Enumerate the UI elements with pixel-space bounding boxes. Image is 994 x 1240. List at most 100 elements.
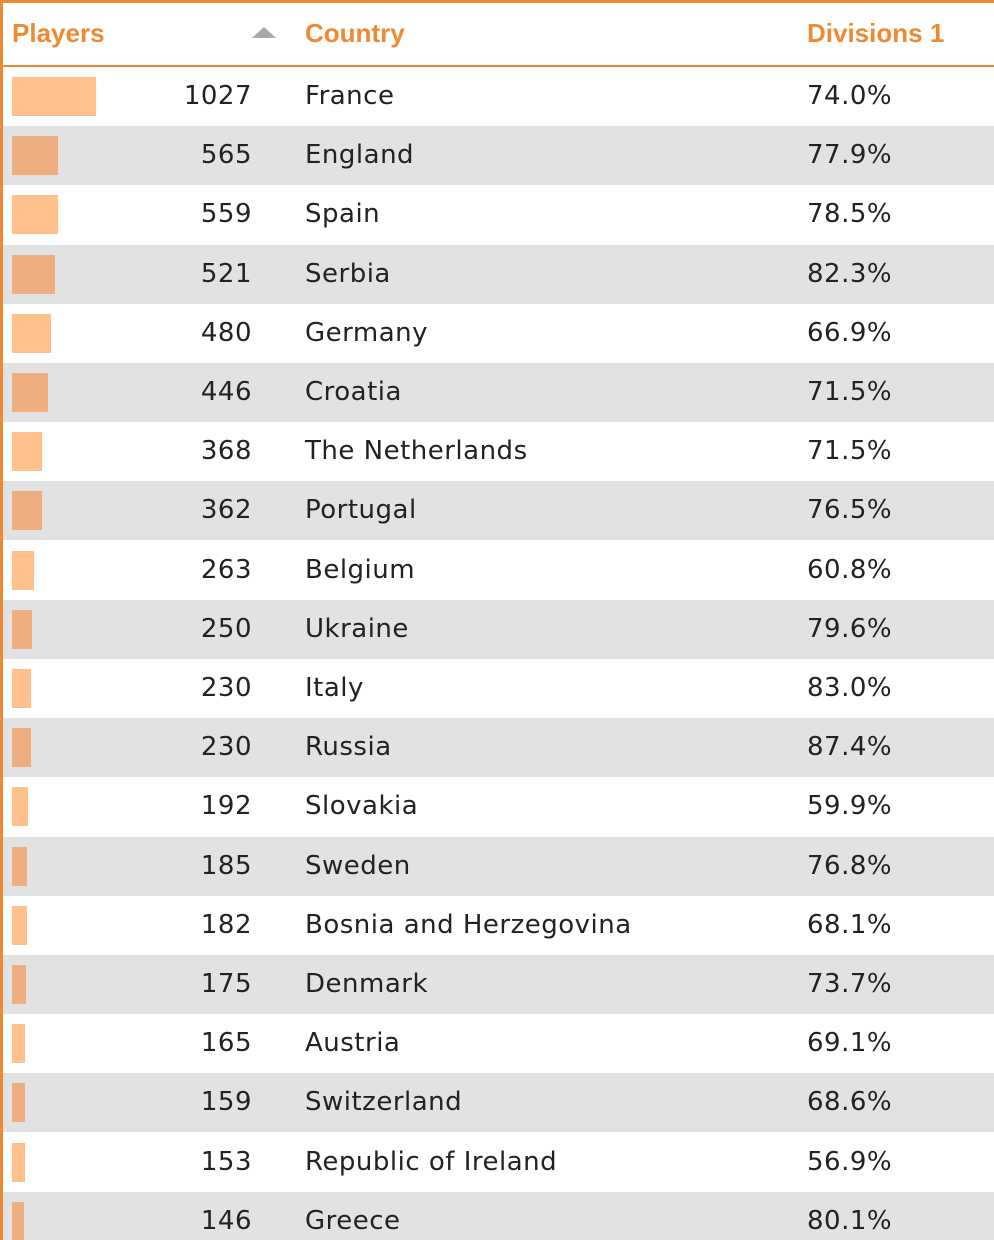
- players-value: 182: [200, 909, 252, 940]
- column-header-players[interactable]: Players: [12, 18, 105, 48]
- divisions-value: 71.5%: [807, 436, 893, 467]
- players-bar: [12, 491, 42, 531]
- country-name: The Netherlands: [305, 436, 528, 467]
- players-value: 446: [200, 377, 252, 407]
- table-row[interactable]: 182 Bosnia and Herzegovina 68.1%: [3, 896, 994, 955]
- players-bar: [12, 77, 96, 116]
- players-bar: [12, 669, 31, 708]
- players-value: 250: [200, 613, 252, 644]
- players-value: 565: [200, 140, 252, 171]
- players-value: 263: [200, 554, 252, 585]
- table-row[interactable]: 153 Republic of Ireland 56.9%: [3, 1133, 994, 1192]
- divisions-value: 74.0%: [807, 81, 893, 111]
- divisions-value: 56.9%: [807, 1146, 893, 1177]
- players-value: 559: [200, 199, 252, 230]
- players-bar: [12, 1142, 25, 1182]
- players-bar: [12, 905, 27, 945]
- country-name: Russia: [305, 732, 392, 763]
- table-row[interactable]: 368 The Netherlands 71.5%: [3, 422, 994, 481]
- players-value: 230: [200, 732, 252, 763]
- country-name: Spain: [305, 199, 381, 230]
- table-header: Players Country Divisions 1: [3, 3, 994, 67]
- table-row[interactable]: 185 Sweden 76.8%: [3, 836, 994, 896]
- players-bar: [12, 432, 42, 472]
- players-value: 175: [200, 969, 252, 999]
- table-row[interactable]: 146 Greece 80.1%: [3, 1191, 994, 1240]
- table-row[interactable]: 230 Russia 87.4%: [3, 718, 994, 778]
- players-value: 146: [200, 1205, 252, 1236]
- country-name: Croatia: [305, 377, 402, 407]
- country-name: Bosnia and Herzegovina: [305, 909, 632, 940]
- divisions-value: 79.6%: [807, 613, 893, 644]
- players-value: 362: [200, 495, 252, 526]
- country-name: France: [305, 81, 395, 111]
- players-value: 192: [200, 791, 252, 822]
- table-row[interactable]: 165 Austria 69.1%: [3, 1014, 994, 1073]
- country-name: Switzerland: [305, 1087, 463, 1118]
- sort-arrow-icon[interactable]: [252, 27, 276, 38]
- divisions-value: 83.0%: [807, 673, 893, 703]
- players-bar: [12, 136, 58, 176]
- players-value: 1027: [183, 81, 252, 111]
- divisions-value: 73.7%: [807, 969, 893, 999]
- players-bar: [12, 1201, 24, 1240]
- table-row[interactable]: 565 England 77.9%: [3, 126, 994, 186]
- country-name: England: [305, 140, 415, 171]
- divisions-value: 60.8%: [807, 554, 893, 585]
- table-row[interactable]: 230 Italy 83.0%: [3, 659, 994, 718]
- divisions-value: 87.4%: [807, 732, 893, 763]
- divisions-value: 76.8%: [807, 850, 893, 881]
- table-row[interactable]: 559 Spain 78.5%: [3, 185, 994, 244]
- country-name: Greece: [305, 1205, 401, 1236]
- players-bar: [12, 965, 26, 1004]
- country-name: Germany: [305, 317, 429, 348]
- players-bar: [12, 609, 32, 649]
- players-value: 368: [200, 436, 252, 467]
- divisions-value: 82.3%: [807, 258, 893, 289]
- table-row[interactable]: 480 Germany 66.9%: [3, 304, 994, 363]
- players-value: 521: [200, 258, 252, 289]
- country-name: Austria: [305, 1028, 401, 1059]
- table-row[interactable]: 175 Denmark 73.7%: [3, 955, 994, 1014]
- divisions-value: 71.5%: [807, 377, 893, 407]
- country-name: Italy: [305, 673, 364, 703]
- players-bar: [12, 254, 55, 294]
- players-value: 480: [200, 317, 252, 348]
- table-row[interactable]: 263 Belgium 60.8%: [3, 541, 994, 600]
- country-name: Republic of Ireland: [305, 1146, 558, 1177]
- players-bar: [12, 1024, 25, 1064]
- country-name: Sweden: [305, 850, 411, 881]
- table-row[interactable]: 192 Slovakia 59.9%: [3, 777, 994, 836]
- table-row[interactable]: 1027 France 74.0%: [3, 67, 994, 126]
- players-value: 165: [200, 1028, 252, 1059]
- divisions-value: 77.9%: [807, 140, 893, 171]
- country-name: Serbia: [305, 258, 391, 289]
- column-header-divisions[interactable]: Divisions 1: [807, 18, 945, 48]
- players-value: 185: [200, 850, 252, 881]
- players-value: 153: [200, 1146, 252, 1177]
- players-value: 230: [200, 673, 252, 703]
- players-bar: [12, 728, 31, 768]
- table-row[interactable]: 362 Portugal 76.5%: [3, 481, 994, 541]
- column-header-country[interactable]: Country: [305, 18, 405, 48]
- divisions-value: 66.9%: [807, 317, 893, 348]
- table-row[interactable]: 446 Croatia 71.5%: [3, 363, 994, 422]
- players-value: 159: [200, 1087, 252, 1118]
- divisions-value: 68.6%: [807, 1087, 893, 1118]
- country-name: Portugal: [305, 495, 417, 526]
- divisions-value: 59.9%: [807, 791, 893, 822]
- divisions-value: 69.1%: [807, 1028, 893, 1059]
- country-name: Ukraine: [305, 613, 409, 644]
- players-bar: [12, 373, 48, 412]
- table-row[interactable]: 521 Serbia 82.3%: [3, 244, 994, 304]
- table-row[interactable]: 159 Switzerland 68.6%: [3, 1073, 994, 1133]
- players-bar: [12, 1083, 25, 1123]
- divisions-value: 68.1%: [807, 909, 893, 940]
- country-name: Belgium: [305, 554, 416, 585]
- players-bar: [12, 550, 34, 590]
- country-name: Denmark: [305, 969, 429, 999]
- players-bar: [12, 787, 28, 827]
- table-row[interactable]: 250 Ukraine 79.6%: [3, 599, 994, 659]
- divisions-value: 78.5%: [807, 199, 893, 230]
